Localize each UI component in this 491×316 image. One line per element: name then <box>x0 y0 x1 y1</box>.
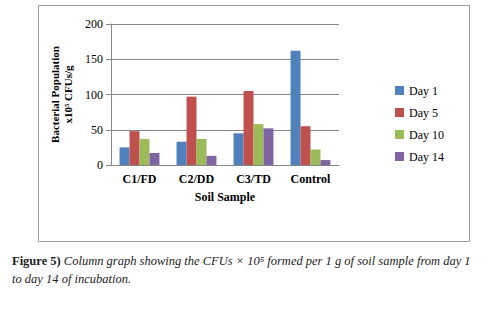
svg-text:150: 150 <box>85 52 103 66</box>
svg-text:Control: Control <box>291 172 331 186</box>
svg-text:C2/DD: C2/DD <box>179 172 215 186</box>
svg-text:0: 0 <box>97 158 103 172</box>
svg-text:Soil Sample: Soil Sample <box>195 190 256 204</box>
svg-text:Bacterial Population: Bacterial Population <box>49 46 61 143</box>
svg-text:C1/FD: C1/FD <box>123 172 157 186</box>
svg-text:100: 100 <box>85 88 103 102</box>
svg-text:x10⁵ CFUs/g: x10⁵ CFUs/g <box>62 65 74 123</box>
svg-text:Day 14: Day 14 <box>409 150 444 164</box>
html-text:Figure 5) Column graph showing: Figure 5) Column graph showing the CFUs … <box>12 254 471 286</box>
svg-text:200: 200 <box>85 17 103 31</box>
svg-text:C3/TD: C3/TD <box>236 172 271 186</box>
svg-text:Day 10: Day 10 <box>409 128 444 142</box>
svg-text:Day 1: Day 1 <box>409 84 438 98</box>
svg-text:Day 5: Day 5 <box>409 106 438 120</box>
svg-text:50: 50 <box>91 123 103 137</box>
